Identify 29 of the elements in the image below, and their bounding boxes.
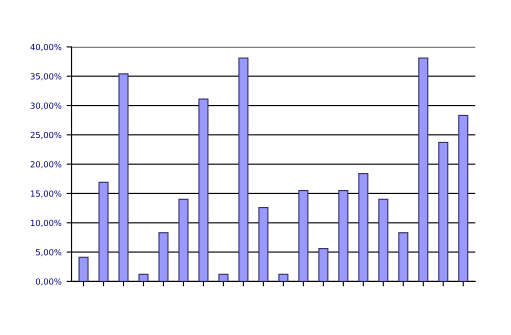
bar <box>398 232 408 282</box>
bar <box>218 274 228 282</box>
y-tick-label: 15,00% <box>30 190 62 198</box>
bar <box>158 232 169 282</box>
y-tick-label: 0,00% <box>36 278 62 286</box>
bar <box>358 172 368 282</box>
bar <box>198 98 208 282</box>
bar <box>318 248 328 282</box>
y-tick-label: 10,00% <box>30 220 62 227</box>
bar <box>298 190 308 282</box>
y-tick-label: 35,00% <box>30 73 62 80</box>
bar <box>418 57 428 282</box>
bar <box>78 256 89 282</box>
bar <box>438 142 448 282</box>
bar <box>278 274 288 282</box>
y-tick-label: 5,00% <box>36 249 62 256</box>
bar <box>118 73 129 282</box>
y-tick-label: 25,00% <box>30 132 62 139</box>
y-tick-label: 40,00% <box>30 44 62 52</box>
bar <box>238 57 248 282</box>
bar <box>338 190 348 282</box>
bar <box>138 274 149 282</box>
bar <box>98 182 109 282</box>
y-tick-label: 30,00% <box>30 102 62 110</box>
bar <box>258 206 268 282</box>
y-tick-label: 20,00% <box>30 161 62 168</box>
bar <box>458 114 468 282</box>
bar <box>178 198 189 282</box>
bar <box>378 198 388 282</box>
